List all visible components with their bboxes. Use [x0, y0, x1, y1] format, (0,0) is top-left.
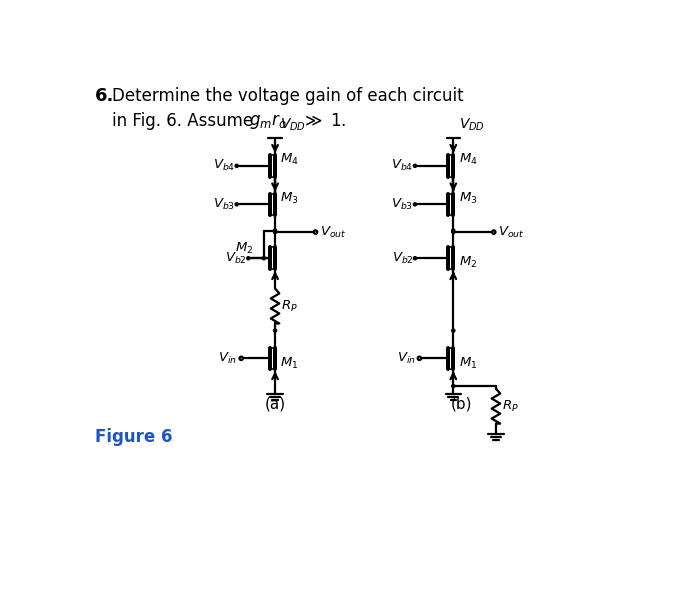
Text: (a): (a)	[265, 397, 286, 412]
Text: $g_m r_o$: $g_m r_o$	[248, 112, 286, 131]
Text: $V_{b3}$: $V_{b3}$	[391, 197, 414, 212]
Circle shape	[414, 203, 416, 206]
Circle shape	[247, 256, 250, 259]
Text: $R_P$: $R_P$	[502, 398, 519, 414]
Circle shape	[452, 329, 455, 332]
Circle shape	[274, 231, 276, 234]
Text: $R_P$: $R_P$	[281, 299, 298, 313]
Text: $V_{in}$: $V_{in}$	[218, 351, 237, 366]
Text: Figure 6: Figure 6	[95, 428, 173, 446]
Text: $V_{out}$: $V_{out}$	[498, 225, 524, 240]
Circle shape	[262, 256, 265, 259]
Circle shape	[274, 329, 276, 332]
Text: (b): (b)	[450, 397, 472, 412]
Circle shape	[414, 256, 416, 259]
Text: 6.: 6.	[95, 86, 115, 105]
Text: $M_2$: $M_2$	[234, 241, 253, 256]
Text: $M_3$: $M_3$	[458, 190, 477, 206]
Circle shape	[414, 164, 416, 167]
Circle shape	[235, 164, 238, 167]
Text: $M_1$: $M_1$	[458, 356, 477, 370]
Circle shape	[452, 229, 455, 232]
Circle shape	[452, 231, 455, 234]
Text: $V_{in}$: $V_{in}$	[396, 351, 415, 366]
Text: $\gg$ 1.: $\gg$ 1.	[300, 112, 346, 130]
Text: Determine the voltage gain of each circuit: Determine the voltage gain of each circu…	[112, 86, 464, 105]
Text: $V_{b3}$: $V_{b3}$	[213, 197, 235, 212]
Text: in Fig. 6. Assume: in Fig. 6. Assume	[112, 112, 259, 130]
Text: $M_2$: $M_2$	[458, 255, 477, 271]
Text: $V_{b4}$: $V_{b4}$	[213, 159, 235, 173]
Text: $V_{b2}$: $V_{b2}$	[225, 251, 247, 266]
Text: $M_4$: $M_4$	[458, 152, 477, 167]
Text: $M_3$: $M_3$	[281, 190, 299, 206]
Text: $V_{b4}$: $V_{b4}$	[391, 159, 414, 173]
Text: $V_{b2}$: $V_{b2}$	[391, 251, 414, 266]
Text: $V_{out}$: $V_{out}$	[319, 225, 346, 240]
Text: $V_{DD}$: $V_{DD}$	[281, 116, 307, 133]
Circle shape	[274, 229, 276, 232]
Text: $M_4$: $M_4$	[281, 152, 300, 167]
Text: $M_1$: $M_1$	[281, 356, 299, 370]
Circle shape	[452, 384, 455, 387]
Circle shape	[235, 203, 238, 206]
Text: $V_{DD}$: $V_{DD}$	[458, 116, 484, 133]
